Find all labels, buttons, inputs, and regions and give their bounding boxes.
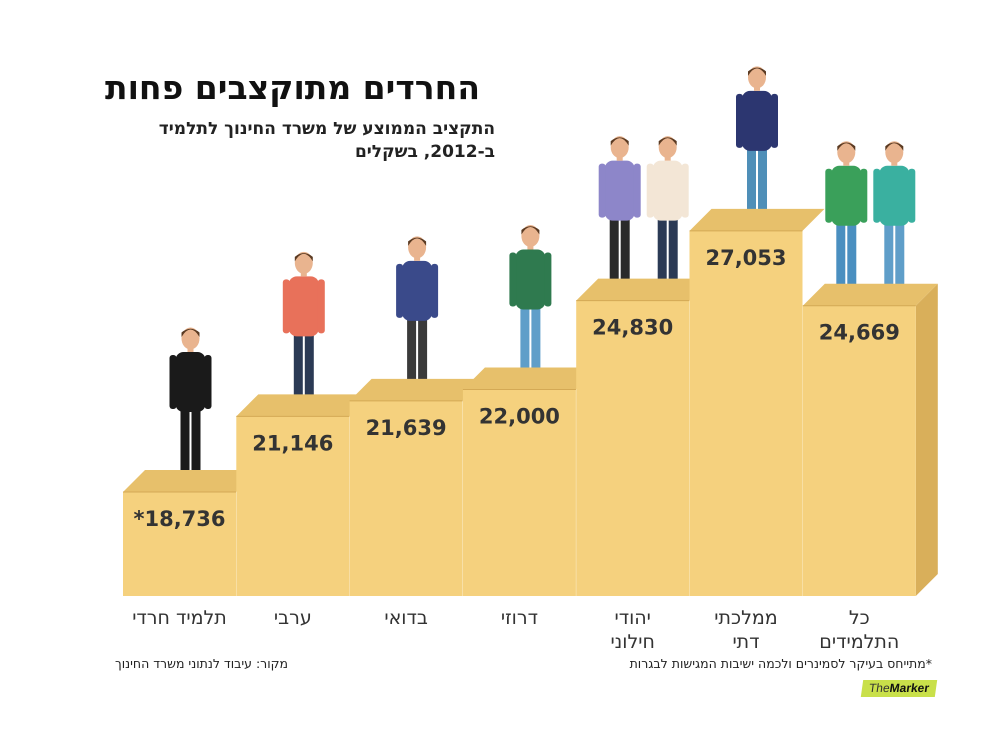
value-label: 24,830 (592, 316, 673, 340)
bar-top (123, 470, 258, 492)
person-illustration (598, 136, 641, 291)
person-illustration (646, 136, 689, 291)
chart-subtitle: התקציב הממוצע של משרד החינוך לתלמיד ב-20… (158, 119, 495, 162)
category-label: התלמידים (819, 631, 899, 653)
value-label: 21,639 (366, 416, 447, 440)
category-label: דתי (732, 631, 759, 653)
category-label: ערבי (274, 607, 312, 629)
value-labels-group: *18,736 21,146 21,639 22,000 24,830 27,053 24,… (133, 246, 899, 531)
people-illustrations (169, 66, 916, 482)
bar-top (349, 378, 485, 401)
bar (576, 300, 690, 596)
person-illustration (736, 66, 778, 221)
person-illustration (509, 225, 552, 380)
value-label: 21,146 (252, 431, 333, 455)
bar-top (802, 283, 938, 306)
bar-top (236, 394, 372, 417)
bar (349, 400, 463, 596)
person-illustration (873, 141, 916, 296)
bar (689, 230, 803, 597)
bar-top (689, 208, 825, 231)
category-label: ממלכתי (714, 607, 777, 629)
asterisk-footnote: *מתייחס בעיקר לסמינרים ולכמה ישיבות המגי… (629, 656, 932, 671)
category-label: בדואי (384, 607, 427, 629)
category-label: חילוני (610, 631, 655, 653)
category-label: יהודי (614, 607, 650, 629)
value-label: 22,000 (479, 405, 560, 429)
person-illustration (396, 236, 439, 391)
bars-group (123, 208, 938, 597)
value-label: *18,736 (133, 507, 225, 531)
value-label: 24,669 (819, 321, 900, 345)
bar (123, 492, 236, 596)
category-label: דרוזי (501, 607, 538, 629)
themarker-logo: TheMarker (860, 680, 938, 697)
bar-top (462, 367, 598, 390)
person-illustration (282, 251, 325, 407)
bar (236, 416, 350, 596)
category-label: כל (849, 607, 870, 629)
person-illustration (169, 327, 212, 482)
bar (462, 389, 576, 596)
person-illustration (825, 141, 868, 296)
bar (802, 305, 916, 596)
source-note: מקור: עיבוד לנתוני משרד החינוך (114, 656, 288, 671)
chart-title: החרדים מתוקצבים פחות (105, 68, 480, 107)
value-label: 27,053 (705, 246, 786, 270)
bar-top (576, 278, 712, 301)
category-label: תלמיד חרדי (132, 607, 227, 629)
bar-side (915, 283, 938, 596)
